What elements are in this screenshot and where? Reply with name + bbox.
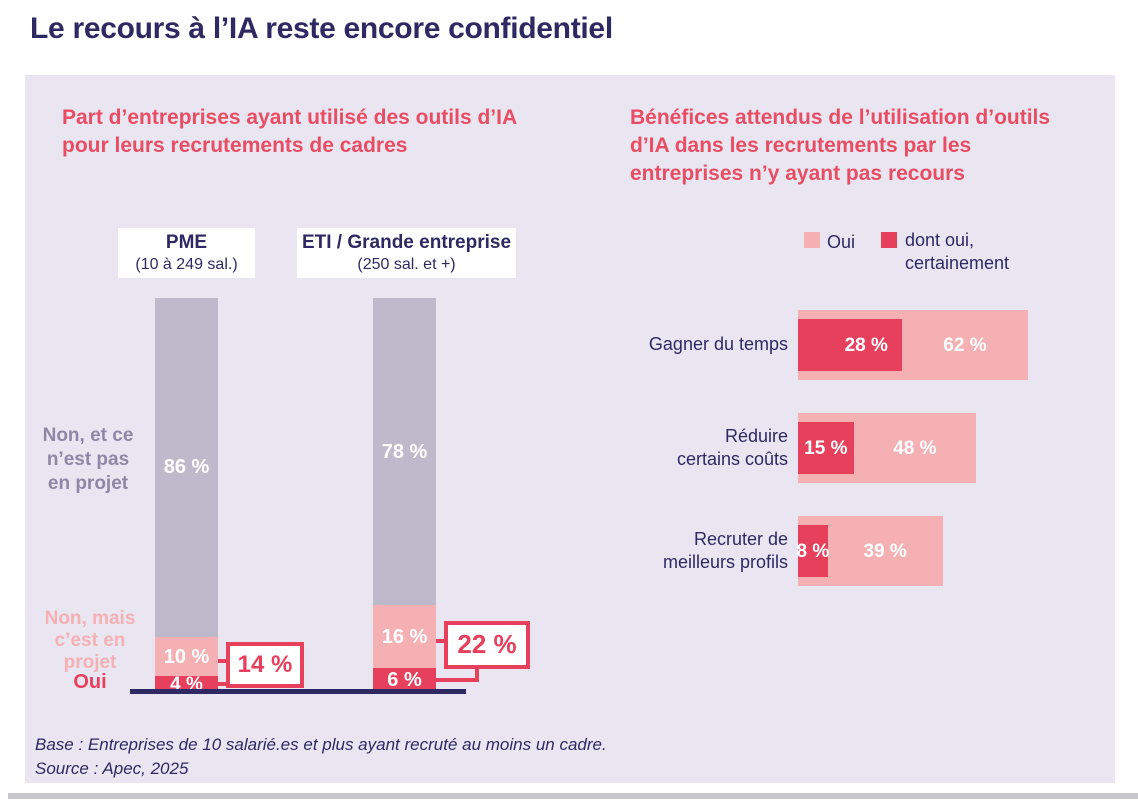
category-subtitle: (10 à 249 sal.) — [135, 255, 238, 273]
category-name: ETI / Grande entreprise — [301, 232, 512, 254]
side-label-non-pas-en-projet: Non, et ce n’est pas en projet — [42, 425, 134, 494]
hbar-oui-value: 62 % — [902, 310, 1028, 380]
chart-footnote: Base : Entreprises de 10 salarié.es et p… — [35, 733, 607, 781]
left-chart-title: Part d’entreprises ayant utilisé des out… — [62, 106, 517, 157]
bar-segment-value: 4 % — [170, 673, 203, 695]
callout-connector — [436, 678, 480, 683]
callout-value: 14 % — [237, 650, 293, 678]
bar-segment: 16 % — [373, 605, 436, 669]
bar-segment-value: 16 % — [381, 625, 428, 648]
hbar-oui: 28 % 62 % — [798, 310, 1029, 380]
category-header: ETI / Grande entreprise (250 sal. et +) — [297, 228, 516, 278]
row-label: Réduire certains coûts — [676, 425, 788, 469]
legend-label-dont-oui: dont oui, certainement — [905, 230, 1010, 274]
hbar-dont-oui: 15 % — [798, 422, 854, 474]
hbar-dont-oui-value: 15 % — [804, 437, 848, 459]
bar-segment-value: 10 % — [163, 645, 210, 668]
hbar-oui-value-text: 39 % — [863, 540, 907, 562]
hbar-oui: 15 % 48 % — [798, 413, 977, 483]
footnote-base: Base : Entreprises de 10 salarié.es et p… — [35, 735, 607, 754]
row-label: Gagner du temps — [648, 334, 788, 355]
callout-connector — [436, 638, 446, 643]
legend-label-oui: Oui — [827, 232, 856, 252]
hbar-dont-oui-value: 28 % — [844, 334, 888, 356]
category-subtitle: (250 sal. et +) — [357, 255, 456, 273]
hbar-dont-oui-value: 8 % — [796, 540, 830, 562]
legend-swatch-dont-oui — [881, 232, 897, 248]
page-title: Le recours à l’IA reste encore confident… — [30, 12, 613, 45]
callout-connector — [475, 658, 480, 683]
bar-segment-value: 78 % — [381, 440, 428, 463]
side-label-oui: Oui — [73, 671, 107, 693]
bar-segment: 6 % — [373, 668, 436, 692]
hbar-oui-value-text: 48 % — [893, 437, 937, 459]
callout-value: 22 % — [457, 629, 517, 660]
hbar-oui-value: 48 % — [854, 413, 976, 483]
callout-connector — [218, 658, 228, 663]
callout-box: 22 % — [444, 620, 530, 669]
callout-box: 14 % — [226, 641, 304, 688]
side-label-non-en-projet: Non, mais c’est en projet — [44, 608, 136, 674]
hbar-dont-oui: 8 % — [796, 525, 830, 577]
bottom-rule — [8, 793, 1138, 799]
bar-segment-value: 86 % — [163, 456, 210, 479]
legend-swatch-oui — [804, 232, 820, 248]
row-label: Recruter de meilleurs profils — [662, 528, 788, 572]
bar-segment: 78 % — [373, 298, 436, 606]
axis-baseline — [130, 689, 466, 694]
bar-segment-value: 6 % — [387, 669, 422, 692]
bar-segment: 4 % — [155, 673, 218, 695]
right-chart-title: Bénéfices attendus de l’utilisation d’ou… — [630, 106, 1051, 185]
hbar-oui: 8 % 39 % — [796, 516, 943, 586]
category-header: PME (10 à 249 sal.) — [118, 228, 255, 278]
category-name: PME — [165, 232, 208, 254]
footnote-source: Source : Apec, 2025 — [35, 759, 189, 779]
bar-segment: 10 % — [155, 636, 218, 677]
hbar-oui-value: 39 % — [828, 516, 943, 586]
hbar-dont-oui: 28 % — [798, 319, 902, 371]
bar-segment: 86 % — [155, 298, 218, 637]
hbar-oui-value-text: 62 % — [943, 334, 987, 356]
